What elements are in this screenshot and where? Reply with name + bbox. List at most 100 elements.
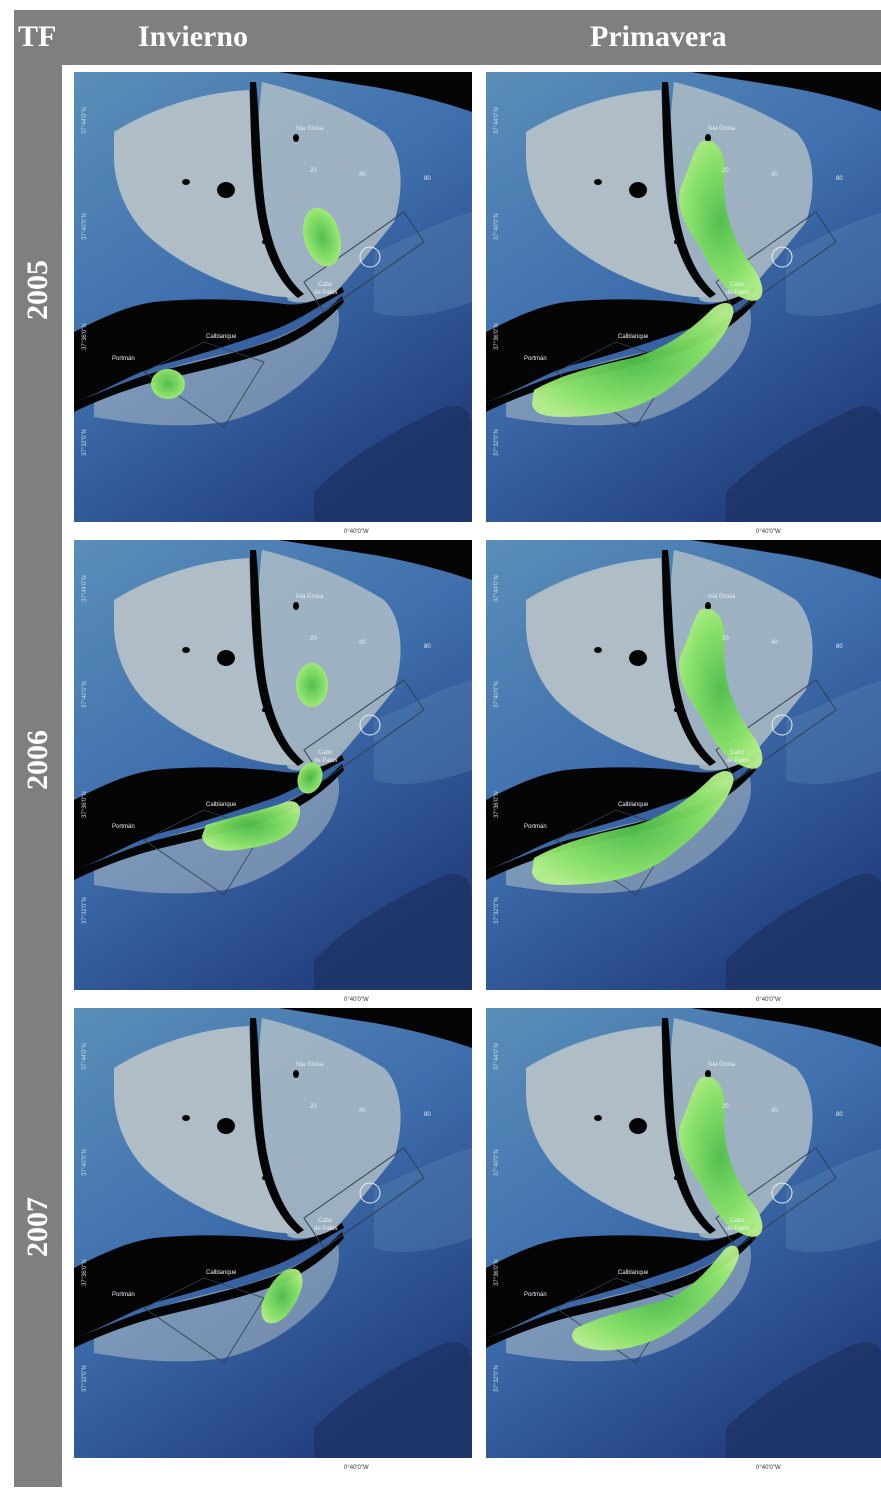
island bbox=[262, 708, 266, 712]
reserve-south bbox=[143, 1277, 265, 1364]
reserve-circle bbox=[359, 246, 381, 268]
label-depth-80: 80 bbox=[836, 176, 843, 182]
lat-label-2: 37°40'0"N bbox=[82, 213, 88, 240]
label-cabo: Cabo bbox=[730, 1218, 745, 1224]
lat-label-1: 37°44'0"N bbox=[494, 575, 500, 602]
lagoon bbox=[114, 90, 298, 298]
island bbox=[594, 179, 602, 185]
map-svg: Isla Grosa 20 40 80 Cabo de Palos Calblanque Po… bbox=[486, 72, 881, 542]
lat-label-3: 37°36'0"N bbox=[494, 791, 500, 818]
island bbox=[182, 1115, 190, 1121]
island-grosa bbox=[705, 602, 711, 610]
deep-water bbox=[726, 406, 881, 522]
lat-label-1: 37°44'0"N bbox=[82, 575, 88, 602]
map-2006-invierno: Isla Grosa 20 40 80 Cabo de Palos Calblanque Po… bbox=[74, 540, 472, 1010]
map-2006-primavera: Isla Grosa 20 40 80 Cabo de Palos Calblanque Po… bbox=[486, 540, 881, 1010]
seagrass-patch bbox=[302, 207, 342, 267]
label-de-palos: de Palos bbox=[314, 290, 337, 296]
land bbox=[486, 540, 881, 870]
lat-label-1: 37°44'0"N bbox=[494, 1043, 500, 1070]
axis-strip bbox=[486, 522, 881, 542]
label-calblanque: Calblanque bbox=[206, 802, 237, 808]
label-depth-80: 80 bbox=[424, 1112, 431, 1118]
axis-strip bbox=[486, 1458, 881, 1478]
label-depth-80: 80 bbox=[424, 644, 431, 650]
seagrass-patch bbox=[532, 303, 734, 417]
label-portman: Portmán bbox=[524, 1292, 547, 1298]
row-label-2005: 2005 bbox=[21, 260, 54, 320]
lon-label: 0°40'0"W bbox=[344, 1465, 369, 1471]
label-calblanque: Calblanque bbox=[206, 1270, 237, 1276]
label-isla-grosa: Isla Grosa bbox=[296, 594, 324, 600]
lon-label: 0°40'0"W bbox=[756, 529, 781, 535]
label-depth-20: 20 bbox=[310, 636, 317, 642]
island bbox=[217, 182, 235, 198]
deep-water bbox=[314, 406, 472, 522]
island-grosa bbox=[705, 134, 711, 142]
reserve-south bbox=[143, 341, 265, 428]
label-calblanque: Calblanque bbox=[206, 334, 237, 340]
map-svg: Isla Grosa 20 40 80 Cabo de Palos Calblanque Po… bbox=[486, 540, 881, 1010]
seagrass-patch bbox=[678, 140, 763, 301]
axis-strip bbox=[486, 990, 881, 1010]
column-header-invierno: Invierno bbox=[138, 20, 249, 53]
axis-strip bbox=[74, 990, 472, 1010]
label-cabo: Cabo bbox=[730, 282, 745, 288]
south-coast bbox=[74, 764, 344, 880]
lat-label-3: 37°36'0"N bbox=[82, 791, 88, 818]
island bbox=[674, 1176, 678, 1180]
island-grosa bbox=[705, 1070, 711, 1078]
land bbox=[74, 72, 472, 402]
island bbox=[594, 647, 602, 653]
label-isla-grosa: Isla Grosa bbox=[296, 1062, 324, 1068]
lat-label-3: 37°36'0"N bbox=[82, 1259, 88, 1286]
label-depth-40: 40 bbox=[359, 640, 366, 646]
lon-label: 0°40'0"W bbox=[344, 529, 369, 535]
seagrass-patch bbox=[532, 771, 734, 885]
label-isla-grosa: Isla Grosa bbox=[708, 1062, 736, 1068]
lat-label-1: 37°44'0"N bbox=[494, 107, 500, 134]
label-depth-20: 20 bbox=[722, 636, 729, 642]
south-coast bbox=[486, 1232, 756, 1348]
lat-label-1: 37°44'0"N bbox=[82, 1043, 88, 1070]
lagoon bbox=[526, 558, 710, 766]
island bbox=[217, 650, 235, 666]
lat-label-3: 37°36'0"N bbox=[82, 323, 88, 350]
label-depth-20: 20 bbox=[310, 1104, 317, 1110]
label-depth-80: 80 bbox=[424, 176, 431, 182]
label-depth-80: 80 bbox=[836, 644, 843, 650]
lat-label-2: 37°40'0"N bbox=[82, 1149, 88, 1176]
mid-water bbox=[374, 680, 472, 785]
island-grosa bbox=[293, 602, 299, 610]
map-2005-primavera: Isla Grosa 20 40 80 Cabo de Palos Calblanque Po… bbox=[486, 72, 881, 542]
seagrass-patch bbox=[296, 663, 328, 707]
map-2007-primavera: Isla Grosa 20 40 80 Cabo de Palos Calblanque Po… bbox=[486, 1008, 881, 1478]
la-manga bbox=[662, 1018, 716, 1234]
la-manga bbox=[250, 82, 304, 298]
reserve-circle bbox=[771, 1182, 793, 1204]
map-2005-invierno: Isla Grosa 20 40 80 Cabo de Palos Calblanque Po… bbox=[74, 72, 472, 542]
mid-water bbox=[786, 212, 881, 317]
reserve-outline bbox=[303, 211, 425, 313]
year-sidebar: 2005 2006 2007 bbox=[14, 65, 62, 1487]
land bbox=[74, 540, 472, 870]
label-portman: Portmán bbox=[524, 824, 547, 830]
lat-label-3: 37°36'0"N bbox=[494, 323, 500, 350]
reserve-outline bbox=[303, 1147, 425, 1249]
label-de-palos: de Palos bbox=[314, 1226, 337, 1232]
map-svg: Isla Grosa 20 40 80 Cabo de Palos Calblanque Po… bbox=[486, 1008, 881, 1478]
label-portman: Portmán bbox=[524, 356, 547, 362]
island-grosa bbox=[293, 134, 299, 142]
island bbox=[629, 1118, 647, 1134]
label-portman: Portmán bbox=[112, 356, 135, 362]
label-portman: Portmán bbox=[112, 1292, 135, 1298]
label-calblanque: Calblanque bbox=[618, 802, 649, 808]
mid-water bbox=[374, 1148, 472, 1253]
lagoon bbox=[526, 90, 710, 298]
axis-strip bbox=[74, 522, 472, 542]
label-cabo: Cabo bbox=[318, 1218, 333, 1224]
reserve-outline bbox=[715, 211, 837, 313]
lon-label: 0°40'0"W bbox=[756, 997, 781, 1003]
label-depth-20: 20 bbox=[722, 1104, 729, 1110]
label-depth-40: 40 bbox=[771, 640, 778, 646]
